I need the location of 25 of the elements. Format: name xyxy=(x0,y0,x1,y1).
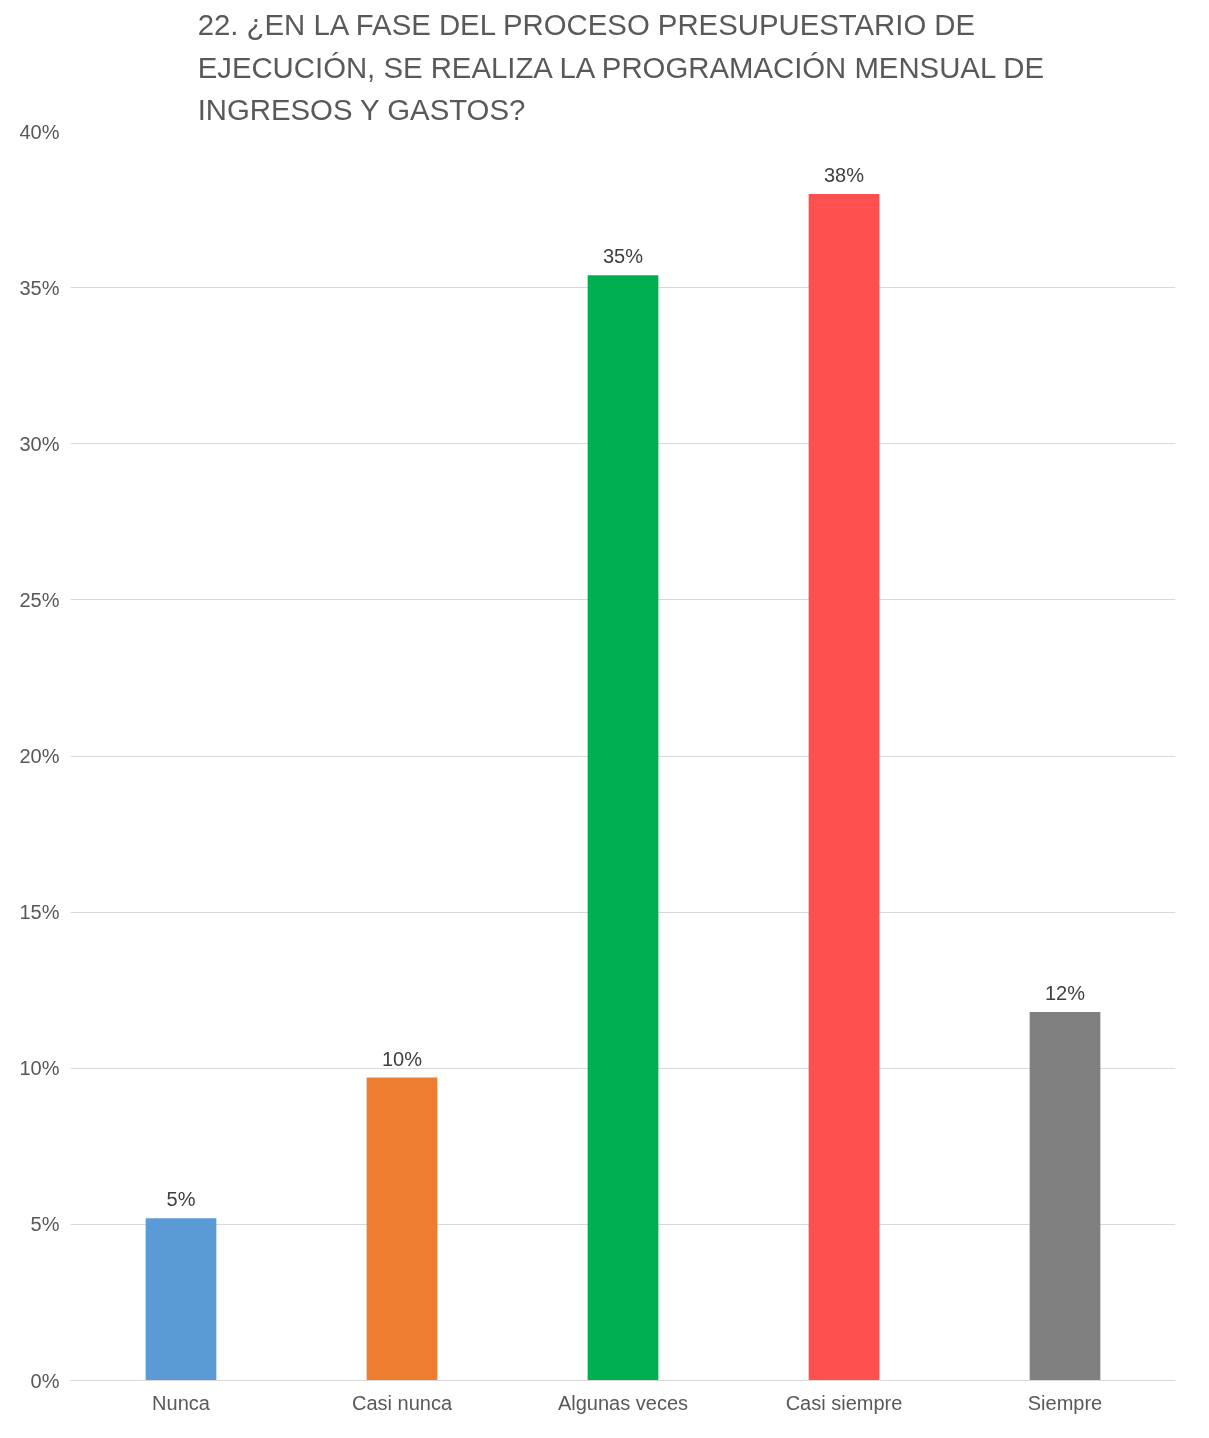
x-tick-label: Casi siempre xyxy=(785,1391,903,1414)
data-label: 5% xyxy=(166,1188,196,1211)
bar xyxy=(145,1218,217,1381)
bar xyxy=(587,275,659,1381)
bar xyxy=(808,193,880,1381)
data-label: 10% xyxy=(381,1047,423,1070)
bar xyxy=(366,1077,438,1381)
y-tick-label: 30% xyxy=(19,432,60,455)
x-tick-label: Siempre xyxy=(1027,1391,1103,1414)
data-label: 35% xyxy=(602,245,644,268)
y-tick-label: 35% xyxy=(19,276,60,299)
x-tick-label: Casi nunca xyxy=(351,1391,453,1414)
data-label: 12% xyxy=(1044,982,1086,1005)
y-tick-label: 40% xyxy=(19,120,60,143)
y-tick-label: 0% xyxy=(30,1369,60,1392)
y-tick-label: 5% xyxy=(30,1213,60,1236)
data-label: 38% xyxy=(823,163,865,186)
chart-title: 22. ¿EN LA FASE DEL PROCESO PRESUPUESTARIO DE EJECUCIÓN, SE REALIZA LA PROGRAMACIÓN MENSUAL DE INGRESOS Y GASTOS? xyxy=(197,7,1045,127)
y-tick-label: 20% xyxy=(19,745,60,767)
bar xyxy=(1029,1012,1101,1381)
y-tick-label: 25% xyxy=(19,588,60,611)
x-tick-label: Algunas veces xyxy=(557,1391,689,1414)
x-tick-label: Nunca xyxy=(152,1391,211,1414)
y-tick-label: 10% xyxy=(19,1057,60,1080)
y-tick-label: 15% xyxy=(19,901,60,924)
